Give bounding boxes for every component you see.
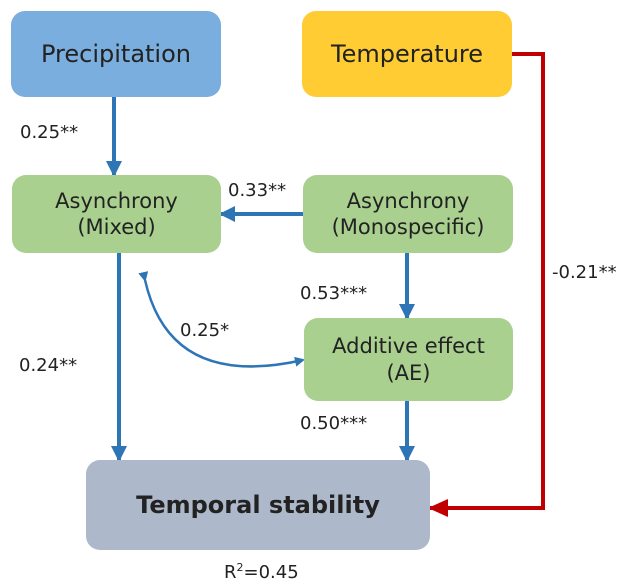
coef-temp-to-stability: -0.21** bbox=[552, 262, 617, 283]
r-squared-label: R2=0.45 bbox=[224, 561, 299, 583]
node-precipitation: Precipitation bbox=[11, 11, 221, 97]
node-temperature-label: Temperature bbox=[330, 40, 484, 68]
coef-mono-to-ae: 0.53*** bbox=[300, 283, 368, 304]
arrow-temp-to-stability bbox=[428, 52, 545, 517]
coef-mixed-ae-correlation: 0.25* bbox=[180, 320, 230, 341]
node-asynchrony-mixed: Asynchrony (Mixed) bbox=[12, 175, 221, 253]
node-precipitation-label: Precipitation bbox=[40, 40, 191, 68]
node-additive-effect-line1: Additive effect bbox=[332, 334, 485, 359]
node-asynchrony-mono: Asynchrony (Monospecific) bbox=[303, 175, 513, 253]
coef-mixed-to-stability: 0.24** bbox=[19, 355, 78, 376]
r-squared-value: =0.45 bbox=[243, 562, 299, 583]
node-asynchrony-mixed-line2: (Mixed) bbox=[77, 215, 156, 239]
r-squared-sup: 2 bbox=[236, 561, 244, 574]
node-additive-effect: Additive effect (AE) bbox=[304, 318, 513, 401]
node-temporal-stability-label: Temporal stability bbox=[136, 491, 380, 519]
arrow-mixed-ae-correlation bbox=[138, 271, 305, 368]
node-temperature: Temperature bbox=[302, 11, 512, 97]
node-temporal-stability: Temporal stability bbox=[86, 460, 430, 550]
coef-precip-to-mixed: 0.25** bbox=[20, 122, 79, 143]
node-additive-effect-line2: (AE) bbox=[386, 360, 431, 385]
node-asynchrony-mono-line1: Asynchrony bbox=[346, 188, 470, 213]
coef-mono-to-mixed: 0.33** bbox=[228, 180, 287, 201]
coef-ae-to-stability: 0.50*** bbox=[300, 413, 368, 434]
r-squared-prefix: R bbox=[224, 562, 237, 583]
node-asynchrony-mixed-line1: Asynchrony bbox=[55, 188, 178, 213]
node-asynchrony-mono-line2: (Monospecific) bbox=[331, 215, 485, 239]
